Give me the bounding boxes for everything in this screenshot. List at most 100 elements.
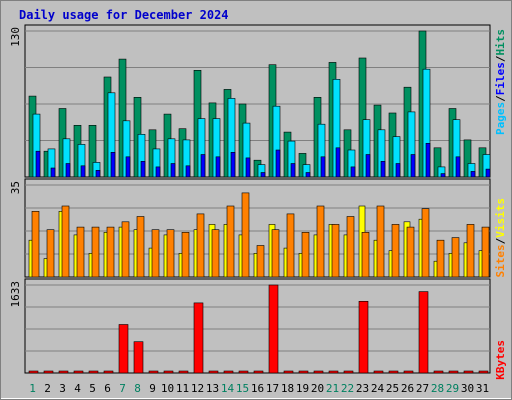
- bar-sites-day-30: [466, 224, 475, 278]
- x-tick-label-18: 18: [281, 382, 294, 395]
- bar-pages-day-14: [230, 152, 236, 178]
- x-tick-label-5: 5: [89, 382, 96, 395]
- bar-pages-day-26: [410, 154, 416, 178]
- panel-background: [24, 278, 491, 374]
- bar-sites-day-18: [286, 213, 295, 278]
- bar-pages-day-22: [350, 166, 356, 178]
- bar-kbytes-day-29: [448, 370, 459, 374]
- bar-pages-day-18: [290, 163, 296, 178]
- bar-sites-day-25: [391, 224, 400, 278]
- bar-sites-day-13: [211, 229, 220, 278]
- chart-title: Daily usage for December 2024: [19, 8, 229, 22]
- bar-sites-day-4: [76, 226, 85, 278]
- panel-hits-files-pages: 130 Pages/Files/Hits: [9, 24, 507, 178]
- bar-kbytes-day-12: [193, 302, 204, 374]
- x-axis-labels: 1 2 3 4 5 6 7 8 9 10 11 12 13 14 15 16 17 18 19 20 21 22 23 24 2…: [29, 382, 489, 395]
- legend-entry: /: [494, 55, 507, 62]
- bar-pages-day-5: [95, 170, 101, 178]
- bar-sites-day-24: [376, 205, 385, 278]
- bar-pages-day-1: [35, 150, 41, 178]
- x-tick-label-7: 7: [119, 382, 126, 395]
- bar-kbytes-day-18: [283, 370, 294, 374]
- bar-kbytes-day-10: [163, 370, 174, 374]
- x-tick-label-20: 20: [311, 382, 324, 395]
- bar-kbytes-day-19: [298, 370, 309, 374]
- bar-kbytes-day-17: [268, 284, 279, 374]
- bar-kbytes-day-2: [43, 370, 54, 374]
- bar-hits-day-28: [433, 147, 442, 178]
- bar-sites-day-22: [346, 216, 355, 278]
- bar-sites-day-14: [226, 205, 235, 278]
- bar-sites-day-31: [481, 226, 490, 278]
- bar-kbytes-day-14: [223, 370, 234, 374]
- bar-pages-day-7: [125, 156, 131, 178]
- panel-kbytes: 1633 KBytes: [9, 278, 507, 380]
- bar-pages-day-30: [470, 171, 476, 178]
- legend-kbytes: KBytes: [494, 340, 507, 380]
- x-tick-label-3: 3: [59, 382, 66, 395]
- x-tick-label-30: 30: [461, 382, 474, 395]
- bar-kbytes-day-5: [88, 370, 99, 374]
- bar-sites-day-27: [421, 208, 430, 278]
- legend-entry: Visits: [494, 198, 507, 238]
- bar-kbytes-day-26: [403, 370, 414, 374]
- bar-pages-day-16: [260, 172, 266, 178]
- bar-sites-day-1: [31, 211, 40, 278]
- bar-pages-day-29: [455, 156, 461, 178]
- bar-kbytes-day-11: [178, 370, 189, 374]
- bar-pages-day-23: [365, 154, 371, 178]
- bar-sites-day-10: [166, 229, 175, 278]
- bar-kbytes-day-16: [253, 370, 264, 374]
- bar-kbytes-day-13: [208, 370, 219, 374]
- x-tick-label-31: 31: [476, 382, 489, 395]
- legend-entry: Sites: [494, 244, 507, 277]
- bar-kbytes-day-31: [478, 370, 489, 374]
- legend-hits-files-pages: Pages/Files/Hits: [494, 29, 507, 135]
- bar-kbytes-day-7: [118, 324, 129, 374]
- x-tick-label-1: 1: [29, 382, 36, 395]
- y-scale-label: 130: [9, 27, 22, 47]
- bar-pages-day-28: [440, 173, 446, 178]
- x-tick-label-26: 26: [401, 382, 414, 395]
- bar-pages-day-24: [380, 161, 386, 178]
- bar-kbytes-day-27: [418, 291, 429, 374]
- bar-sites-day-6: [106, 226, 115, 278]
- bar-kbytes-day-1: [28, 370, 39, 374]
- x-tick-label-9: 9: [149, 382, 156, 395]
- panel-visits-sites: 35 Sites/Visits: [9, 178, 507, 278]
- bar-kbytes-day-15: [238, 370, 249, 374]
- bar-sites-day-21: [331, 224, 340, 278]
- y-scale-label: 35: [9, 181, 22, 194]
- x-tick-label-25: 25: [386, 382, 399, 395]
- bar-kbytes-day-9: [148, 370, 159, 374]
- bar-pages-day-21: [335, 147, 341, 178]
- bar-sites-day-3: [61, 205, 70, 278]
- bar-sites-day-29: [451, 237, 460, 278]
- bar-pages-day-3: [65, 163, 71, 178]
- x-tick-label-4: 4: [74, 382, 81, 395]
- bar-kbytes-day-28: [433, 370, 444, 374]
- legend-entry: Pages: [494, 102, 507, 135]
- legend-entry: Files: [494, 62, 507, 95]
- bar-kbytes-day-22: [343, 370, 354, 374]
- x-tick-label-2: 2: [44, 382, 51, 395]
- bar-pages-day-13: [215, 156, 221, 178]
- bar-pages-day-27: [425, 143, 431, 178]
- bar-kbytes-day-8: [133, 341, 144, 374]
- bar-sites-day-15: [241, 192, 250, 278]
- y-scale-label: 1633: [9, 281, 22, 308]
- legend-entry: /: [494, 95, 507, 102]
- x-tick-label-21: 21: [326, 382, 339, 395]
- bar-pages-day-15: [245, 157, 251, 178]
- x-tick-label-24: 24: [371, 382, 385, 395]
- bar-pages-day-31: [485, 168, 491, 178]
- x-tick-label-28: 28: [431, 382, 444, 395]
- bar-pages-day-20: [320, 156, 326, 178]
- x-tick-label-13: 13: [206, 382, 219, 395]
- bar-pages-day-10: [170, 163, 176, 178]
- bar-pages-day-4: [80, 165, 86, 178]
- bar-sites-day-2: [46, 229, 55, 278]
- x-tick-label-12: 12: [191, 382, 204, 395]
- chart-panels: 130 Pages/Files/Hits 35 Sites / Visits 1633 KBy…: [9, 24, 507, 380]
- x-tick-label-6: 6: [104, 382, 111, 395]
